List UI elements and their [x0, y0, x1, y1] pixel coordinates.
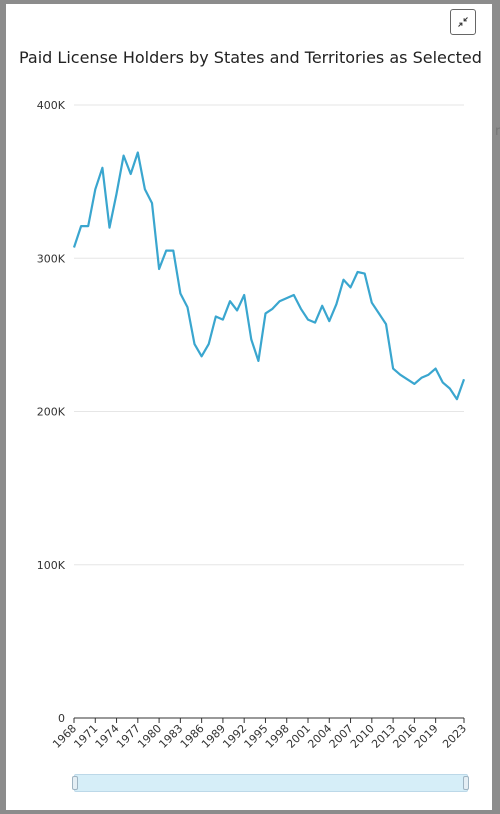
x-tick-label: 1968 [50, 722, 79, 751]
x-tick-label: 1995 [242, 722, 271, 751]
x-tick-label: 2004 [305, 722, 334, 751]
range-slider-left-handle[interactable] [72, 776, 78, 790]
y-tick-label: 300K [37, 252, 66, 265]
x-tick-label: 1989 [199, 722, 228, 751]
x-tick-label: 1986 [178, 722, 207, 751]
collapse-arrows-icon[interactable] [450, 9, 476, 35]
x-tick-label: 2013 [369, 722, 398, 751]
y-tick-label: 400K [37, 99, 66, 112]
x-tick-label: 1974 [93, 722, 122, 751]
chart-title: Paid License Holders by States and Terri… [19, 48, 482, 67]
x-tick-label: 1998 [263, 722, 292, 751]
y-tick-label: 200K [37, 406, 66, 419]
x-tick-label: 1983 [156, 722, 185, 751]
x-tick-label: 2007 [327, 722, 356, 751]
line-chart: 0100K200K300K400K19681971197419771980198… [37, 99, 469, 751]
y-tick-label: 0 [58, 712, 65, 725]
x-tick-label: 1977 [114, 722, 143, 751]
y-tick-label: 100K [37, 559, 66, 572]
x-tick-label: 2023 [440, 722, 469, 751]
x-tick-label: 1971 [71, 722, 100, 751]
range-slider[interactable] [72, 774, 469, 792]
x-tick-label: 2019 [412, 722, 441, 751]
x-tick-label: 1980 [135, 722, 164, 751]
side-glyph: r [495, 124, 500, 139]
range-slider-right-handle[interactable] [463, 776, 469, 790]
x-tick-label: 1992 [220, 722, 249, 751]
x-tick-label: 2016 [390, 722, 419, 751]
x-tick-label: 2010 [348, 722, 377, 751]
chart-panel: Paid License Holders by States and Terri… [6, 4, 500, 810]
series-line [72, 151, 466, 401]
x-tick-label: 2001 [284, 722, 313, 751]
